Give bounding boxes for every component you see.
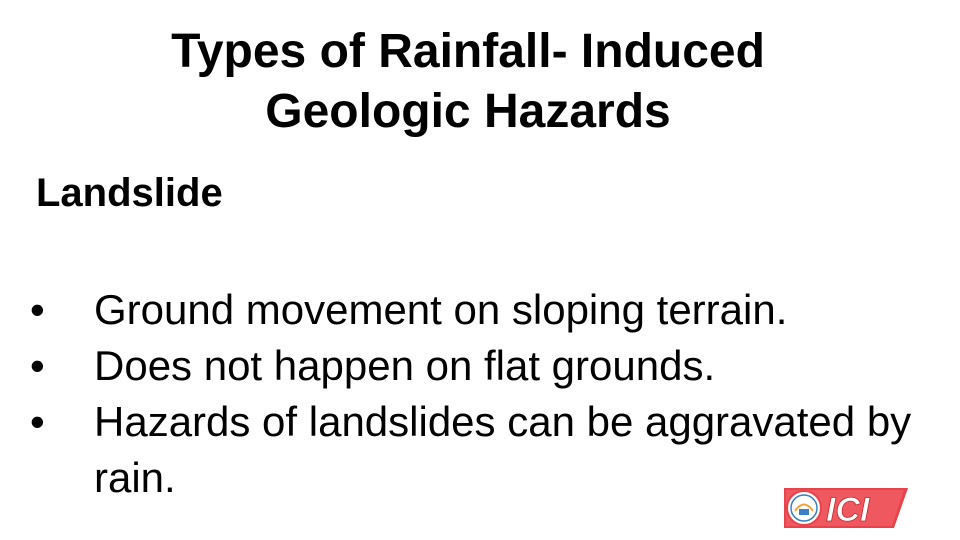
bullet-mark: • xyxy=(30,342,45,389)
bullet-mark: • xyxy=(30,286,45,333)
bullet-item: • Hazards of landslides can be aggravate… xyxy=(30,394,950,506)
bullet-text: Does not happen on flat grounds. xyxy=(94,342,716,389)
bullet-item: • Ground movement on sloping terrain. xyxy=(30,282,950,338)
ici-logo: ICI xyxy=(784,488,908,529)
bullet-text: Ground movement on sloping terrain. xyxy=(94,286,788,333)
bullet-item: • Does not happen on flat grounds. xyxy=(30,338,950,394)
title-line-2: Geologic Hazards xyxy=(265,85,671,138)
bullet-text: Hazards of landslides can be aggravated … xyxy=(94,398,912,501)
bullet-list: • Ground movement on sloping terrain. • … xyxy=(30,282,950,506)
section-heading: Landslide xyxy=(36,171,223,215)
logo-emblem xyxy=(786,490,822,526)
bullet-mark: • xyxy=(30,398,45,445)
slide-title: Types of Rainfall- Induced Geologic Haza… xyxy=(0,22,936,142)
title-line-1: Types of Rainfall- Induced xyxy=(171,25,765,78)
logo-text: ICI xyxy=(826,491,871,529)
